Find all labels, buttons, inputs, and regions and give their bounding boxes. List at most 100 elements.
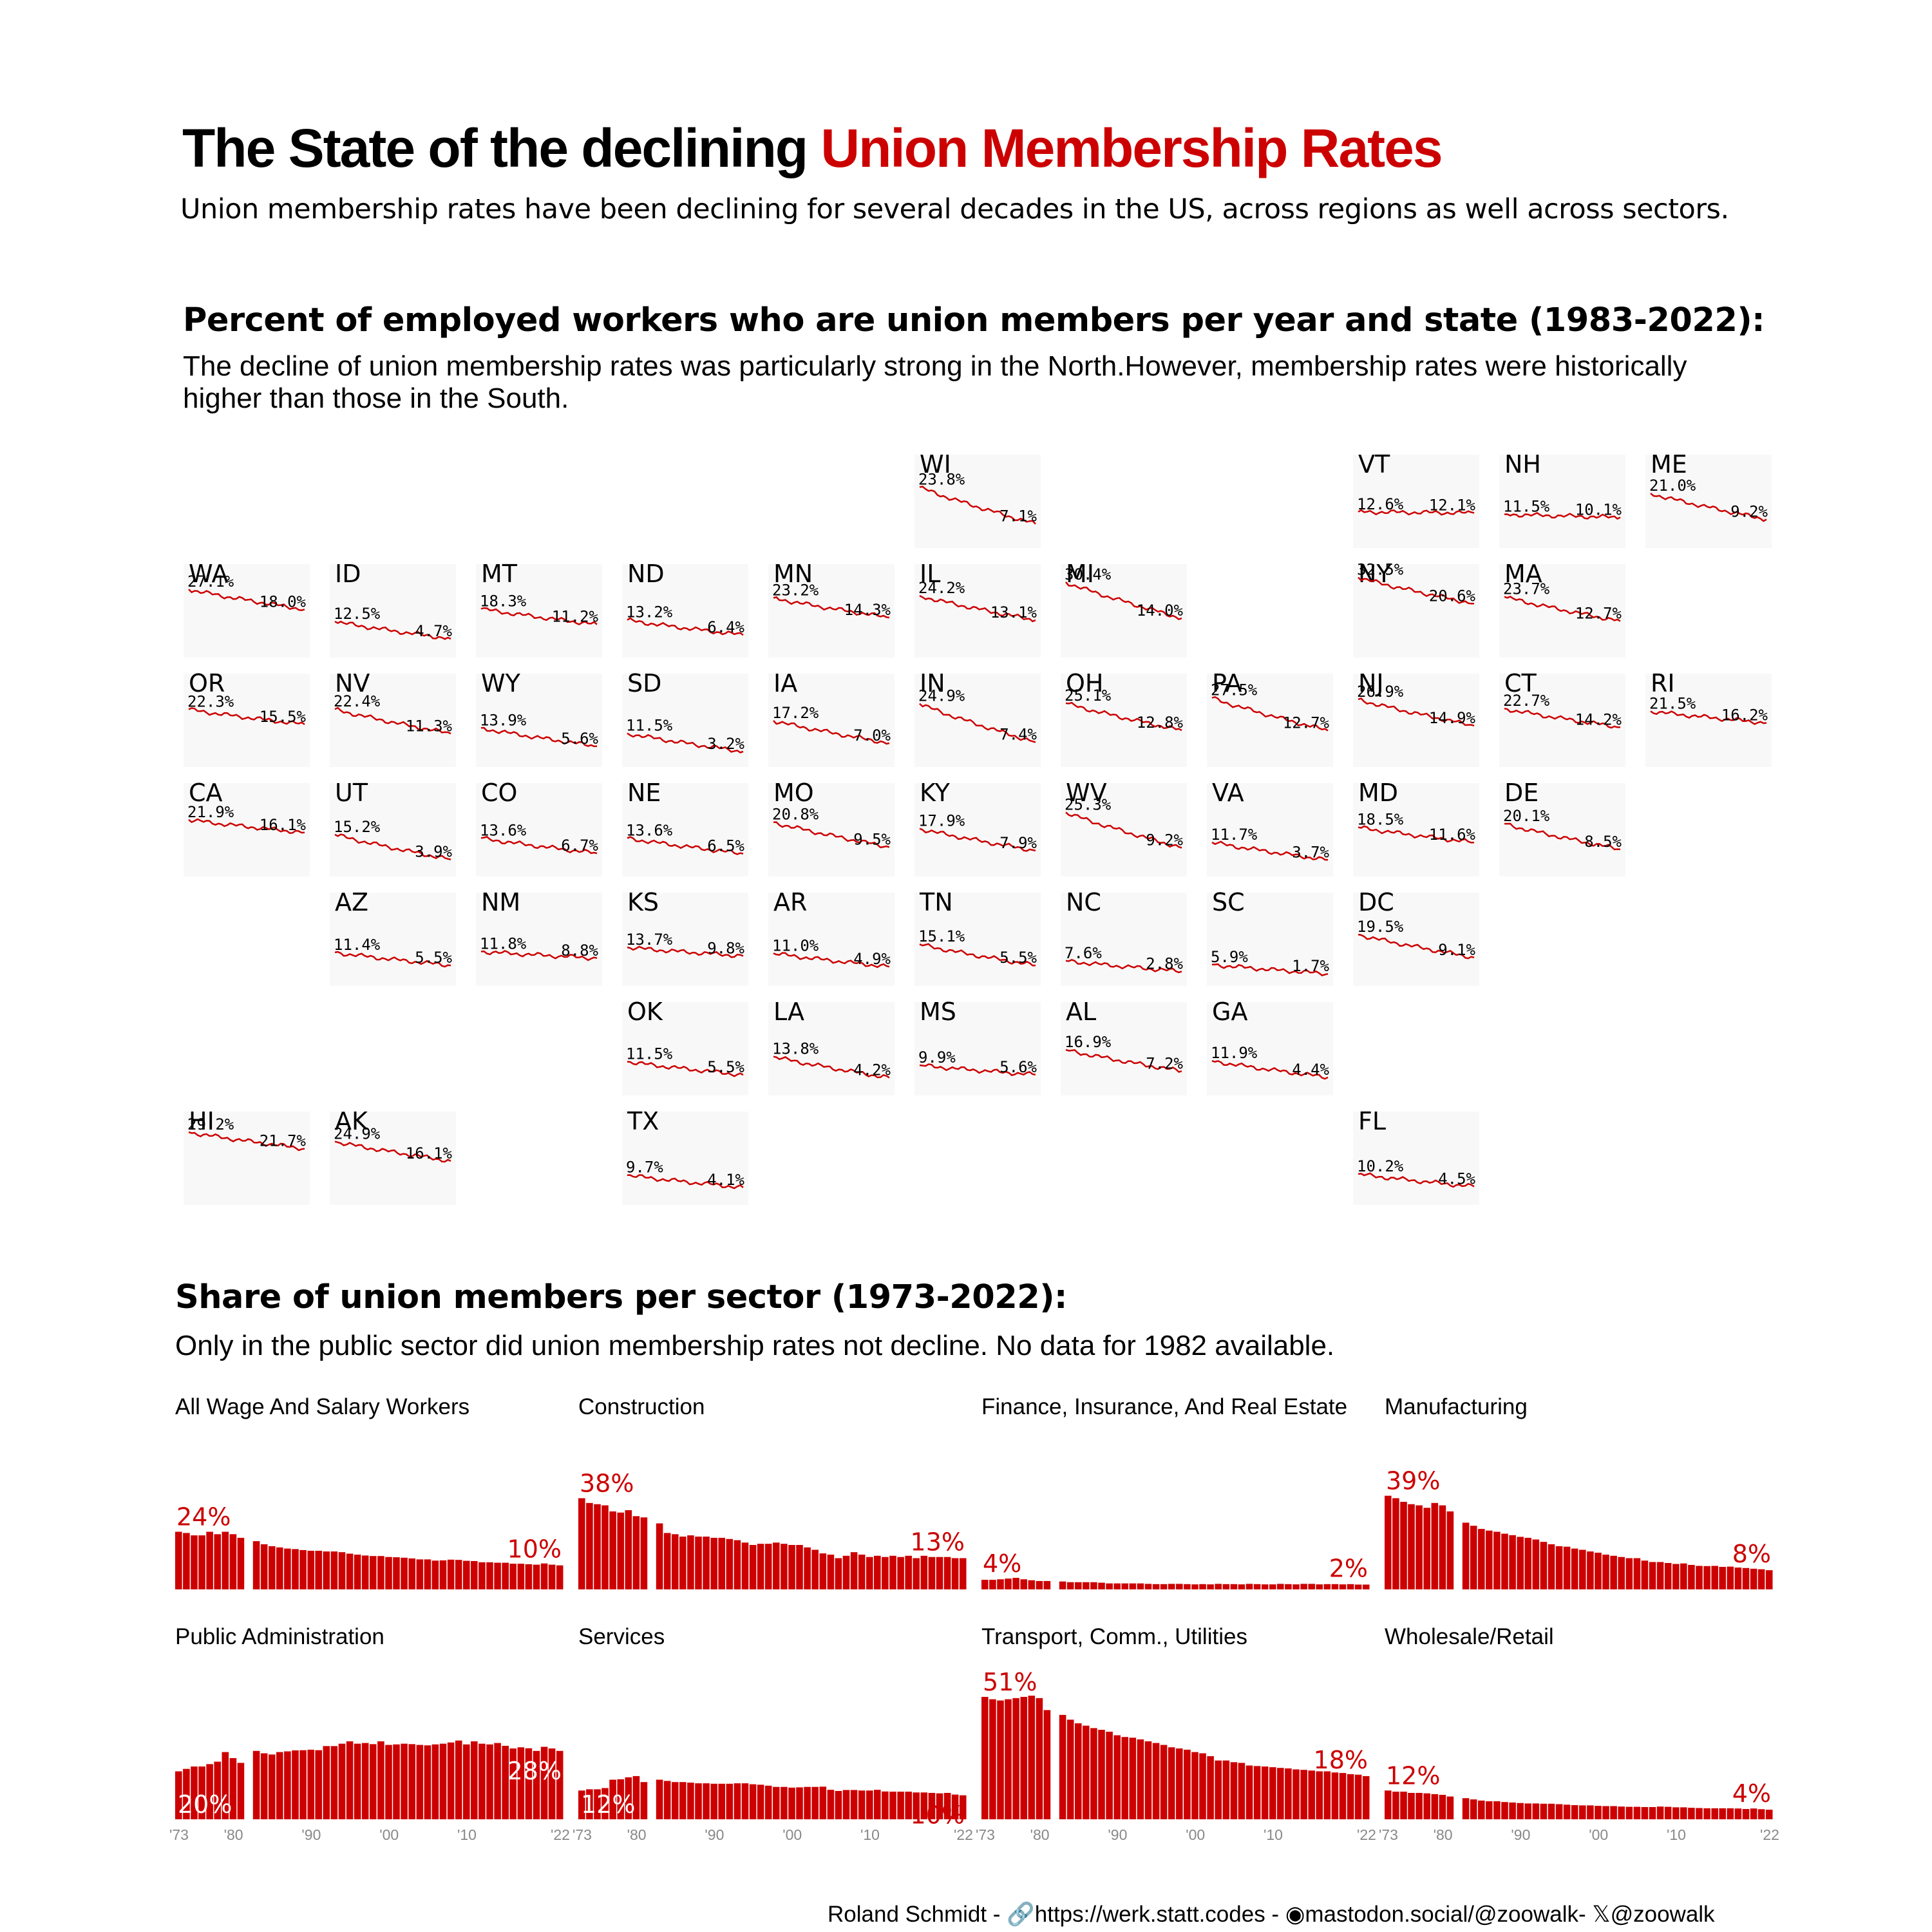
state-sparkline [919, 828, 1036, 852]
state-tile-background [914, 564, 1041, 658]
sector-bar [578, 1790, 585, 1819]
sector-bar [1656, 1562, 1664, 1589]
sector-bar [517, 1747, 525, 1819]
sector-bar [1392, 1792, 1399, 1819]
sector-bar [788, 1787, 795, 1819]
state-end-value: 7.2% [1146, 1054, 1183, 1072]
sector-bar [1548, 1544, 1555, 1589]
sector-bar [749, 1784, 757, 1819]
state-start-value: 27.1% [187, 573, 234, 591]
sector-bar [951, 1558, 959, 1589]
state-end-value: 3.2% [707, 735, 744, 753]
sector-bar [997, 1579, 1004, 1589]
state-abbreviation: OR [189, 669, 225, 697]
state-start-value: 11.9% [1211, 1044, 1258, 1062]
sector-bar [1509, 1535, 1516, 1589]
sector-bar [959, 1558, 967, 1589]
footer-x[interactable]: @zoowalk [1610, 1902, 1715, 1927]
state-sparkline [773, 596, 890, 619]
state-sparkline [188, 707, 305, 725]
axis-tick-label: '22 [551, 1826, 570, 1843]
state-tile-nm: NM 11.8% 8.8% [476, 888, 602, 986]
sector-bar [354, 1555, 361, 1589]
state-tile-ky: KY 17.9% 7.9% [914, 779, 1041, 876]
state-tile-ok: OK 11.5% 5.5% [622, 998, 748, 1095]
sector-bar [936, 1557, 943, 1589]
sector-bar [299, 1750, 307, 1819]
sector-bar [773, 1542, 780, 1589]
state-abbreviation: HI [189, 1107, 214, 1135]
state-start-value: 16.9% [1065, 1033, 1112, 1051]
state-tile-background [476, 674, 602, 767]
sector-bar [1392, 1498, 1399, 1589]
state-abbreviation: CO [481, 779, 517, 807]
sector-bar [1587, 1551, 1594, 1589]
state-abbreviation: IN [920, 669, 945, 697]
sector-bar [1649, 1562, 1656, 1589]
footer-website[interactable]: https://werk.statt.codes [1034, 1902, 1265, 1927]
sector-bar [672, 1534, 679, 1589]
state-abbreviation: IL [920, 560, 940, 588]
sector-bar [370, 1556, 377, 1589]
sector-bar [191, 1766, 198, 1819]
sector-bar [548, 1564, 556, 1589]
state-abbreviation: MS [920, 998, 956, 1026]
state-start-value: 7.6% [1065, 944, 1102, 962]
state-start-value: 22.4% [334, 692, 381, 710]
state-start-value: 32.5% [1357, 561, 1404, 579]
state-sparkline [919, 703, 1036, 743]
state-start-value: 13.6% [480, 821, 527, 839]
sector-start-label: 20% [178, 1790, 232, 1819]
sector-bar [1400, 1502, 1407, 1589]
axis-tick-label: '80 [627, 1826, 647, 1843]
sector-bar [804, 1547, 811, 1589]
state-sparkline [1211, 696, 1329, 732]
state-sparkline [627, 1061, 744, 1077]
sector-bar [1439, 1505, 1446, 1589]
state-sparkline [188, 818, 305, 834]
state-tile-background [330, 564, 456, 658]
footer-mastodon[interactable]: mastodon.social/@zoowalk [1305, 1902, 1578, 1927]
sector-bar [1719, 1808, 1726, 1819]
sector-name: Manufacturing [1385, 1394, 1528, 1419]
state-tile-background [622, 674, 748, 767]
state-start-value: 23.8% [918, 470, 965, 488]
sector-bar [586, 1502, 593, 1589]
sector-bar [749, 1545, 757, 1589]
state-tile-wy: WY 13.9% 5.6% [476, 669, 602, 767]
state-sparkline [1504, 595, 1621, 622]
state-abbreviation: DE [1504, 779, 1539, 807]
state-abbreviation: SC [1212, 888, 1245, 916]
state-tile-background [184, 674, 310, 767]
state-tile-co: CO 13.6% 6.7% [476, 779, 602, 876]
sector-bar [502, 1562, 509, 1589]
sector-bar [1571, 1548, 1578, 1589]
sector-bar [905, 1555, 912, 1589]
state-tile-ks: KS 13.7% 9.8% [622, 888, 748, 986]
state-sparkline [1650, 493, 1767, 522]
state-tile-az: AZ 11.4% 5.5% [330, 888, 456, 986]
sector-name: Services [578, 1624, 665, 1649]
axis-tick-label: '00 [1186, 1826, 1205, 1843]
state-abbreviation: OK [627, 998, 663, 1026]
sector-bar [905, 1792, 912, 1819]
sector-bar [811, 1786, 819, 1819]
state-tile-background [1207, 893, 1333, 986]
sector-bar [1696, 1566, 1703, 1589]
state-start-value: 11.5% [626, 717, 673, 735]
x-icon: 𝕏 [1592, 1902, 1611, 1927]
state-start-value: 11.7% [1211, 826, 1258, 844]
state-abbreviation: GA [1212, 998, 1247, 1026]
sector-bar [486, 1744, 493, 1819]
state-end-value: 8.8% [561, 942, 598, 960]
state-tile-background [476, 783, 602, 876]
sector-bar [471, 1561, 478, 1589]
sector-bar [1555, 1546, 1563, 1589]
sector-bar [997, 1700, 1004, 1819]
sector-bar [1012, 1578, 1019, 1589]
sector-bar [1152, 1743, 1160, 1819]
